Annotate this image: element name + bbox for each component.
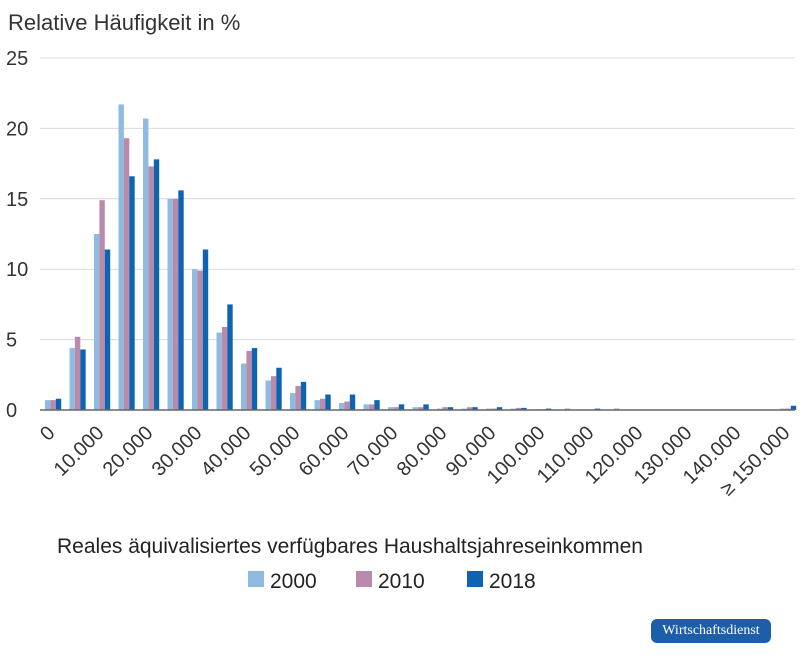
bar-2010-19 <box>515 407 522 410</box>
bar-2000-15 <box>412 407 418 410</box>
bar-2010-7 <box>221 326 228 410</box>
legend-swatch-2018 <box>467 571 483 587</box>
bar-2010-3 <box>123 138 130 411</box>
bar-2000-7 <box>216 332 222 410</box>
bar-2010-12 <box>344 401 350 410</box>
y-tick-label: 25 <box>6 48 28 70</box>
bar-2000-10 <box>290 393 296 410</box>
bar-2018-7 <box>227 304 233 410</box>
y-tick-label: 0 <box>6 400 17 422</box>
bar-2018-0 <box>55 398 62 410</box>
x-tick-label: 70.000 <box>344 422 403 481</box>
bar-2000-13 <box>363 404 369 410</box>
x-axis-title: Reales äquivalisiertes verfügbares Haush… <box>57 535 643 558</box>
bar-2018-13 <box>374 400 380 410</box>
y-tick-label: 15 <box>6 189 28 211</box>
bar-2018-17 <box>472 407 478 410</box>
legend: 2000 2010 2018 <box>248 570 536 593</box>
bar-2010-15 <box>417 407 424 410</box>
bar-2018-18 <box>496 407 503 410</box>
bar-2018-16 <box>447 407 454 410</box>
bar-2010-10 <box>295 386 301 410</box>
bar-2010-14 <box>393 407 399 410</box>
bar-2018-4 <box>153 159 160 410</box>
x-tick-label: 40.000 <box>197 422 256 481</box>
bar-2010-4 <box>148 166 154 410</box>
bar-2000-14 <box>388 407 394 410</box>
bar-2000-6 <box>192 269 198 410</box>
y-axis-title: Relative Häufigkeit in % <box>8 10 240 35</box>
bar-2000-2 <box>94 234 100 410</box>
legend-label-2000: 2000 <box>270 570 317 593</box>
gridlines <box>40 57 795 341</box>
bar-2018-10 <box>300 381 307 410</box>
legend-swatch-2010 <box>356 571 372 587</box>
x-tick-label: 20.000 <box>99 422 158 481</box>
bar-2010-17 <box>466 407 473 410</box>
bar-2018-9 <box>276 367 282 410</box>
legend-label-2010: 2010 <box>378 570 425 593</box>
y-tick-labels: 0 5 10 15 20 25 <box>6 48 28 422</box>
bar-2010-5 <box>172 198 179 410</box>
bar-2018-15 <box>423 404 429 410</box>
bar-2000-1 <box>69 348 75 410</box>
bar-2000-0 <box>45 400 51 410</box>
x-tick-label: 30.000 <box>148 422 207 481</box>
x-tick-label: 0 <box>36 422 59 445</box>
x-tick-label: 10.000 <box>50 422 109 481</box>
y-tick-label: 10 <box>6 259 28 281</box>
x-tick-label: 60.000 <box>295 422 354 481</box>
bar-2000-3 <box>118 104 124 411</box>
x-tick-labels: 010.00020.00030.00040.00050.00060.00070.… <box>36 422 794 500</box>
bar-2018-2 <box>104 249 111 410</box>
x-tick-label: 80.000 <box>393 422 452 481</box>
bar-2018-5 <box>178 190 184 410</box>
bar-2018-30 <box>790 405 797 410</box>
bar-2000-4 <box>143 118 149 410</box>
bar-2000-5 <box>167 198 173 410</box>
bar-2010-13 <box>368 404 375 410</box>
bar-2000-9 <box>265 380 271 410</box>
bar-2010-6 <box>197 270 203 410</box>
bar-2018-3 <box>129 176 135 410</box>
bar-2018-6 <box>202 249 209 410</box>
bar-2018-14 <box>398 404 405 410</box>
bar-2018-12 <box>349 394 356 410</box>
bar-2010-8 <box>246 350 252 410</box>
legend-swatch-2000 <box>248 571 264 587</box>
bars <box>45 104 797 411</box>
bar-2010-16 <box>442 407 448 410</box>
bar-2010-2 <box>99 200 105 410</box>
bar-2000-8 <box>241 363 247 410</box>
bar-2018-19 <box>521 407 527 410</box>
bar-2000-12 <box>339 402 345 410</box>
bar-2010-9 <box>270 376 277 410</box>
y-tick-label: 20 <box>6 118 28 140</box>
bar-2010-11 <box>319 398 326 410</box>
x-tick-label: 50.000 <box>246 422 305 481</box>
bar-2018-1 <box>80 349 86 410</box>
legend-label-2018: 2018 <box>489 570 536 593</box>
bar-2018-11 <box>325 394 331 410</box>
bar-2000-11 <box>314 400 320 410</box>
bar-2010-0 <box>50 400 56 410</box>
wirtschaftsdienst-logo: Wirtschaftsdienst <box>651 619 771 643</box>
y-tick-label: 5 <box>6 330 17 352</box>
bar-2018-8 <box>251 348 258 410</box>
bar-2010-1 <box>74 336 81 410</box>
